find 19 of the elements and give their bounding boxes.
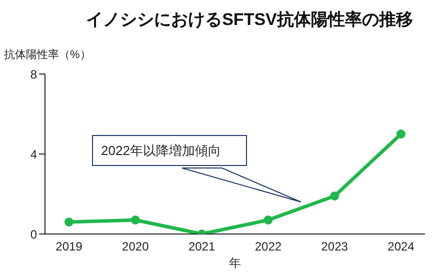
- point: [396, 130, 406, 138]
- y-tick-label: 4: [30, 147, 38, 162]
- x-tick-label: 2021: [188, 240, 216, 254]
- x-tick-label: 2019: [56, 240, 83, 254]
- point: [330, 192, 340, 200]
- chart-title: イノシシにおけるSFTSV抗体陽性率の推移: [85, 9, 414, 31]
- x-axis-title: 年: [228, 255, 242, 272]
- point: [264, 216, 273, 224]
- callout-box: 2022年以降増加傾向: [92, 135, 302, 205]
- annotation: 2022年以降増加傾向: [92, 135, 247, 166]
- y-tick-label: 8: [30, 67, 38, 82]
- x-tick-label: 2020: [122, 240, 150, 254]
- x-tick-label: 2023: [321, 240, 348, 254]
- x-tick-label: 2024: [388, 240, 415, 254]
- point: [130, 216, 140, 224]
- y-tick-label: 0: [30, 227, 38, 242]
- point: [64, 218, 74, 226]
- y-axis-title: 抗体陽性率（%）: [4, 48, 91, 62]
- x-tick-label: 2022: [254, 240, 282, 254]
